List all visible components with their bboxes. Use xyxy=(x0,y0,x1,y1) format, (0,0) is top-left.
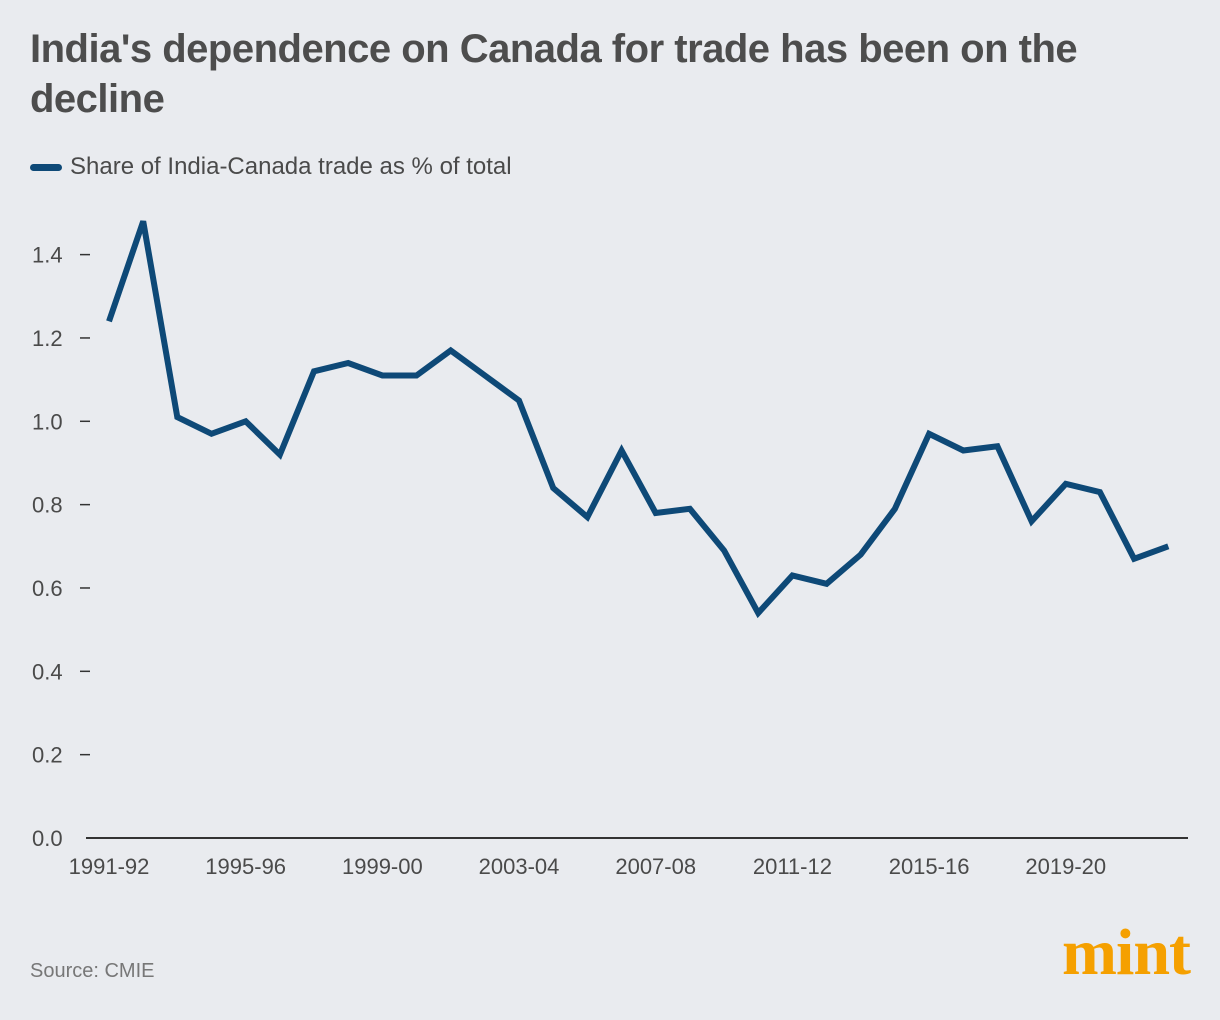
y-tick-label: 0.4 xyxy=(32,659,63,684)
y-tick-label: 1.2 xyxy=(32,326,63,351)
y-tick-label: 0.8 xyxy=(32,493,63,518)
x-tick-label: 1995-96 xyxy=(205,854,286,879)
x-tick-label: 1999-00 xyxy=(342,854,423,879)
x-tick-label: 2015-16 xyxy=(889,854,970,879)
series-line xyxy=(106,220,1170,619)
x-tick-label: 2003-04 xyxy=(479,854,560,879)
source-note: Source: CMIE xyxy=(30,960,155,982)
x-tick-label: 1991-92 xyxy=(69,854,150,879)
y-tick-label: 1.0 xyxy=(32,409,63,434)
chart-title: India's dependence on Canada for trade h… xyxy=(30,27,1078,121)
brand-logo: mint xyxy=(1062,916,1191,989)
x-tick-label: 2011-12 xyxy=(753,854,832,879)
y-tick-label: 1.4 xyxy=(32,243,63,268)
y-tick-label: 0.0 xyxy=(32,826,63,851)
legend-label: Share of India-Canada trade as % of tota… xyxy=(70,153,512,180)
y-tick-label: 0.6 xyxy=(32,576,63,601)
y-tick-label: 0.2 xyxy=(32,743,63,768)
x-tick-label: 2019-20 xyxy=(1025,854,1106,879)
legend-swatch xyxy=(30,163,62,171)
legend: Share of India-Canada trade as % of tota… xyxy=(30,150,512,184)
x-tick-label: 2007-08 xyxy=(615,854,696,879)
